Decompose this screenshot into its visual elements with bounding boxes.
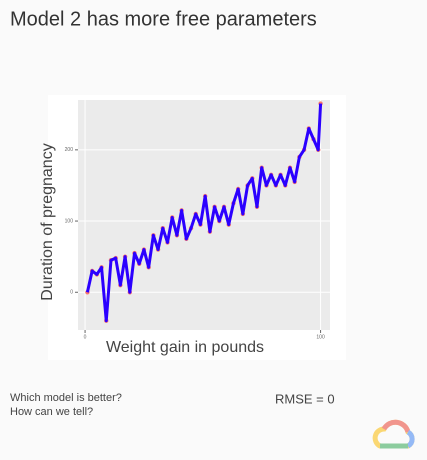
plot-panel <box>78 100 330 330</box>
question-line: How can we tell? <box>10 406 93 418</box>
slide-title: Model 2 has more free parameters <box>10 8 317 30</box>
question-line: Which model is better? <box>10 392 122 404</box>
cloud-logo <box>372 419 415 449</box>
x-tick-label: 0 <box>84 334 87 340</box>
y-axis-label: Duration of pregnancy <box>39 143 56 300</box>
x-axis-label: Weight gain in pounds <box>106 339 264 356</box>
data-line <box>85 103 323 323</box>
y-tick-label: 100 <box>65 218 74 224</box>
y-tick-label: 200 <box>65 147 74 153</box>
metric-label: RMSE = 0 <box>275 391 335 406</box>
x-tick-label: 100 <box>316 334 325 340</box>
y-tick-label: 0 <box>70 290 73 296</box>
